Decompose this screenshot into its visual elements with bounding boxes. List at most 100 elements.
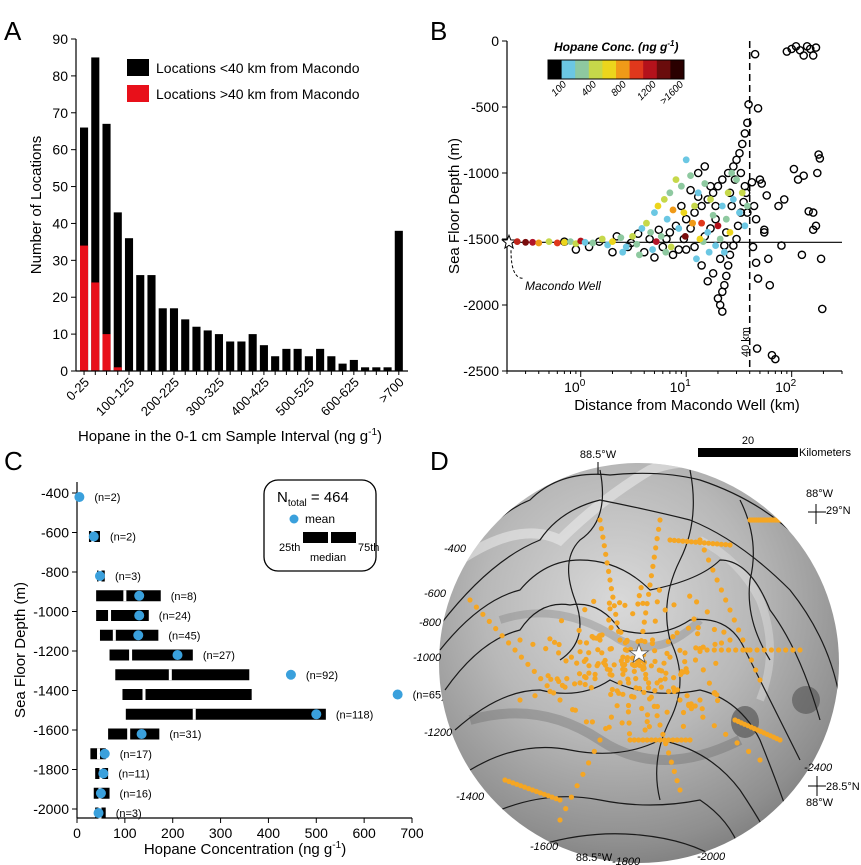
map-lon-bottom: 88.5°W: [576, 852, 613, 864]
map-sample-point: [644, 601, 650, 607]
b-point-near-outline: [739, 197, 748, 207]
b-point-near-colored: [698, 219, 706, 227]
c-x-axis-label: Hopane Concentration (ng g-1): [144, 840, 346, 858]
a-x-tick-label: 600-625: [318, 375, 362, 419]
map-sample-point: [646, 591, 652, 597]
map-sample-point: [671, 537, 677, 544]
map-sample-point: [591, 598, 597, 605]
map-sample-point: [677, 697, 683, 703]
panel-a: A 0 10 20 30 40 50 60 70 80 90 0-25 100-125 200-225…: [4, 16, 408, 445]
panel-d: D 20 Kilometers 88.5°W: [413, 435, 860, 865]
b-point-near-colored: [581, 238, 589, 246]
map-sample-point: [629, 693, 635, 700]
b-point-far: [779, 195, 789, 204]
map-sample-point: [626, 731, 633, 737]
b-point-near-colored: [687, 172, 694, 180]
a-bar-near: [102, 123, 111, 371]
map-sample-point: [608, 625, 614, 631]
b-point-near-colored: [736, 209, 743, 217]
b-point-near-outline: [571, 245, 581, 254]
map-sample-point: [613, 611, 619, 617]
map-sample-point: [676, 538, 682, 544]
map-sample-point: [600, 534, 606, 540]
map-sample-point: [576, 671, 583, 677]
b-colorbar: 100 400 800 1200 >1600: [547, 59, 686, 107]
map-lat-right-top: 29°N: [826, 505, 851, 517]
map-sample-point: [718, 640, 725, 646]
b-point-far: [787, 44, 796, 54]
panel-b-letter: B: [430, 16, 447, 46]
map-sample-point: [604, 560, 610, 566]
a-y-tick-label: 30: [52, 252, 68, 268]
a-x-tick-label: 200-225: [138, 375, 182, 419]
map-sample-point: [684, 538, 690, 545]
c-row-count: (n=118): [336, 709, 373, 721]
a-bar-near: [124, 238, 134, 371]
map-sample-point: [582, 681, 588, 688]
b-point-near-colored: [666, 189, 674, 197]
map-sample-point: [754, 647, 760, 653]
b-colorbar-tick-label: 100: [550, 79, 570, 99]
map-sample-point: [551, 639, 558, 645]
b-point-near-outline: [658, 242, 668, 252]
b-point-near-outline: [735, 148, 744, 158]
map-sample-point: [654, 713, 660, 719]
map-sample-point: [664, 709, 670, 715]
map-sample-point: [757, 677, 763, 683]
map-sample-point: [746, 748, 752, 755]
c-median-mark: [108, 610, 112, 621]
map-sample-point: [601, 660, 607, 666]
c-mean-marker: [74, 492, 85, 502]
b-point-near-colored: [657, 232, 665, 240]
b-point-near-colored: [720, 248, 728, 256]
map-sample-point: [518, 654, 525, 660]
map-sample-point: [611, 603, 617, 609]
b-point-near-outline: [665, 228, 675, 237]
map-sample-point: [588, 685, 595, 691]
b-point-near-colored: [649, 246, 656, 253]
map-sample-point: [606, 568, 612, 575]
map-sample-point: [517, 637, 523, 643]
map-sample-point: [545, 673, 551, 679]
map-sample-point: [695, 631, 701, 637]
b-point-near-outline: [708, 269, 718, 278]
b-point-near-colored: [633, 240, 641, 248]
map-sample-point: [699, 706, 705, 712]
map-lon-right-bottom: 88°W: [806, 797, 834, 809]
c-mean-marker: [98, 768, 109, 779]
b-point-near-outline: [740, 129, 750, 138]
map-sample-point: [790, 647, 796, 653]
map-sample-point: [648, 694, 655, 700]
c-legend-q3-label: 75th: [358, 542, 379, 554]
map-sample-point: [557, 697, 563, 703]
b-point-far: [789, 164, 799, 174]
map-sample-point: [597, 517, 603, 523]
map-sample-point: [740, 637, 746, 643]
map-sample-point: [622, 647, 629, 653]
a-bar-near: [282, 348, 291, 371]
a-x-axis-label: Hopane in the 0-1 cm Sample Interval (ng…: [78, 427, 382, 445]
b-point-near-colored: [647, 229, 655, 236]
map-sample-point: [712, 690, 718, 696]
b-colorbar-tick-label: >1600: [658, 79, 686, 107]
b-colorbar-swatch: [616, 60, 631, 79]
b-point-near-colored: [652, 238, 660, 246]
b-point-near-colored: [709, 211, 717, 219]
c-box: [125, 708, 326, 720]
map-sample-point: [697, 697, 703, 703]
map-sample-point: [640, 666, 646, 672]
a-x-tick-label: 300-325: [183, 375, 227, 419]
c-y-axis-label: Sea Floor Depth (m): [12, 582, 29, 718]
map-sample-point: [583, 719, 590, 725]
b-point-far: [816, 254, 826, 264]
a-bar-near: [226, 341, 235, 371]
map-sample-point: [704, 609, 710, 615]
c-y-tick-label: -1800: [33, 762, 69, 778]
contour-label-400: -400: [444, 543, 467, 555]
map-sample-point: [599, 650, 605, 656]
b-point-near-outline: [654, 225, 664, 235]
b-point-near-outline: [736, 168, 746, 178]
c-box: [115, 669, 250, 681]
b-point-far: [811, 43, 821, 52]
b-point-near-colored: [733, 176, 740, 184]
